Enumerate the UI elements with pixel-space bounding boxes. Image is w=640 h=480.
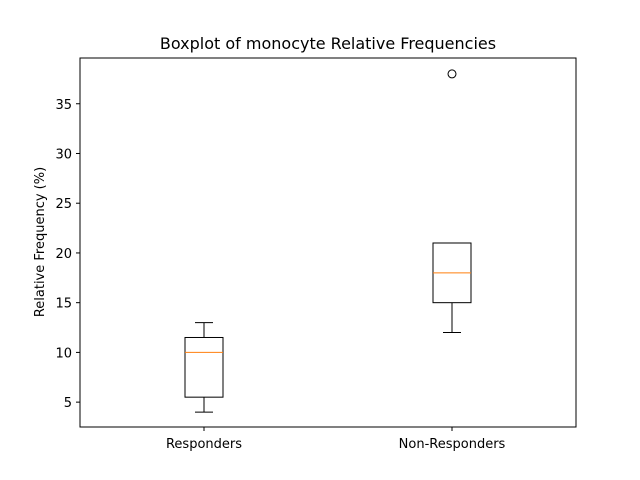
y-axis-label: Relative Frequency (%) bbox=[33, 167, 48, 317]
y-tick-label: 10 bbox=[55, 346, 72, 361]
plot-area: 5 10 15 20 25 30 35 Responders Non-Responders bbox=[55, 57, 577, 452]
x-tick-label: Non-Responders bbox=[399, 437, 506, 452]
y-tick-label: 20 bbox=[55, 247, 72, 262]
plot-frame bbox=[79, 57, 577, 428]
y-tick-label: 25 bbox=[55, 197, 72, 212]
chart-title: Boxplot of monocyte Relative Frequencies bbox=[160, 34, 496, 53]
x-tick-label: Responders bbox=[166, 437, 242, 452]
outlier-point bbox=[447, 69, 457, 79]
y-tick-label: 35 bbox=[55, 98, 72, 113]
box-iqr bbox=[184, 336, 224, 398]
y-tick-label: 5 bbox=[64, 396, 72, 411]
y-tick-label: 30 bbox=[55, 147, 72, 162]
y-tick-label: 15 bbox=[55, 297, 72, 312]
